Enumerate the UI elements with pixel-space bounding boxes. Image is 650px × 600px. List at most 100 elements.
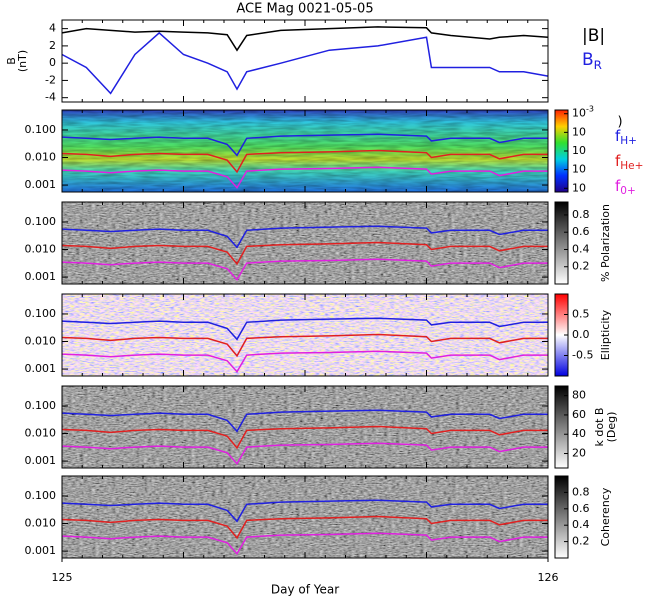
spectrogram-bg (62, 294, 548, 376)
y-tick-label: 0.010 (25, 151, 57, 164)
y-axis-label: (nT) (16, 50, 29, 72)
y-tick-label: 0 (49, 56, 56, 69)
panel-frame (61, 385, 549, 469)
y-tick-label: 0.100 (25, 399, 57, 412)
colorbar-label: % Polarization (599, 204, 612, 282)
chart-title: ACE Mag 0021-05-05 (236, 2, 373, 17)
y-tick-label: 0.100 (25, 307, 57, 320)
colorbar-label: k dot B (593, 408, 606, 447)
y-tick-label: 0.001 (25, 270, 57, 283)
legend-entry: fHe+ (615, 152, 643, 173)
legend-subscript: 0+ (620, 185, 635, 197)
y-tick-label: 0.010 (25, 335, 57, 348)
spectrogram-bg (62, 476, 548, 558)
colorbar-tick-label: 0.8 (572, 208, 590, 221)
legend-name: f (615, 152, 621, 170)
colorbar-tick-label: 0.5 (572, 308, 590, 321)
panel-frame (61, 109, 549, 193)
series-line (61, 350, 548, 373)
series-line (61, 317, 548, 341)
legend-name: f (615, 127, 621, 145)
colorbar-tick-label: 0.4 (572, 518, 590, 531)
spectrogram-texture (62, 110, 548, 192)
legend-entry: |B| (582, 26, 605, 46)
panel-frame (61, 475, 549, 559)
colorbar-tick-exponent: -3 (586, 104, 594, 113)
colorbar-tick-text: 0.4 (572, 518, 590, 531)
colorbar-tick-text: 20 (572, 447, 586, 460)
series-line (61, 515, 548, 540)
y-tick-label: 0.010 (25, 243, 57, 256)
series-line (61, 166, 548, 189)
y-tick-label: 0.001 (25, 454, 57, 467)
y-tick-label: 2 (49, 39, 56, 52)
colorbar-tick-text: 10 (572, 181, 586, 194)
colorbar-tick-text: 0.6 (572, 502, 590, 515)
colorbar-tick-text: -0.5 (572, 349, 593, 362)
colorbar-tick-text: 10 (572, 144, 586, 157)
legend-subscript: He+ (620, 160, 643, 172)
series-line (61, 149, 548, 174)
spectrogram-bg (62, 202, 548, 284)
colorbar-tick-label: 10 (572, 181, 586, 194)
colorbar (554, 385, 569, 469)
colorbar-tick-label: 20 (572, 447, 586, 460)
spectrogram-bg (62, 386, 548, 468)
legend-entry: fH+ (615, 127, 637, 148)
y-tick-label: 0.010 (25, 427, 57, 440)
colorbar-tick-text: 80 (572, 389, 586, 402)
colorbar-tick-text: 10 (572, 163, 586, 176)
y-tick-label: 0.010 (25, 517, 57, 530)
legend-name: |B| (582, 26, 605, 46)
colorbar-tick-label: 60 (572, 408, 586, 421)
y-tick-label: 0.001 (25, 362, 57, 375)
series-line (61, 225, 548, 249)
y-tick-label: 0.001 (25, 178, 57, 191)
colorbar-tick-label: 0.4 (572, 242, 590, 255)
legend-name: f (615, 177, 621, 195)
legend-subscript: H+ (620, 135, 637, 147)
legend-subscript: R (594, 58, 602, 72)
y-axis-label: B (5, 57, 18, 65)
y-tick-label: -4 (45, 91, 56, 104)
colorbar-tick-text: 10 (572, 125, 586, 138)
x-axis-label: Day of Year (271, 583, 339, 597)
series-line (61, 532, 548, 555)
x-tick-label: 125 (52, 571, 73, 584)
colorbar-label: Ellipticity (599, 309, 612, 360)
colorbar-tick-label: 40 (572, 427, 586, 440)
colorbar-tick-text: 60 (572, 408, 586, 421)
series-line (61, 133, 548, 157)
x-tick-label: 126 (538, 571, 559, 584)
legend-entry: f0+ (615, 177, 636, 198)
colorbar-tick-text: 0.6 (572, 225, 590, 238)
colorbar-label: (Deg) (605, 412, 618, 443)
panel-frame (61, 293, 549, 377)
colorbar (554, 475, 569, 559)
series-line (61, 241, 548, 266)
y-tick-label: 0.100 (25, 123, 57, 136)
series-line (61, 425, 548, 450)
colorbar-tick-text: 0.4 (572, 242, 590, 255)
legend-name: B (582, 50, 594, 70)
colorbar-tick-text: 0.5 (572, 308, 590, 321)
legend-entry: BR (582, 50, 602, 72)
series-line (61, 442, 548, 465)
colorbar-label: Coherency (599, 487, 612, 546)
y-tick-label: 0.100 (25, 489, 57, 502)
colorbar-tick-label: 10 (572, 163, 586, 176)
colorbar-tick-text: 0.8 (572, 485, 590, 498)
colorbar-tick-label: 10 (572, 144, 586, 157)
colorbar-tick-label: 10 (572, 125, 586, 138)
colorbar-tick-label: 0.2 (572, 535, 590, 548)
colorbar-tick-text: 0.0 (572, 328, 590, 341)
series-line (61, 258, 548, 281)
colorbar-tick-label: -0.5 (572, 349, 593, 362)
colorbar-tick-label: 80 (572, 389, 586, 402)
colorbar-tick-label: 0.2 (572, 260, 590, 273)
colorbar-tick-text: 40 (572, 427, 586, 440)
series-line (61, 333, 548, 358)
series-line (61, 31, 549, 95)
colorbar-label: ) (617, 115, 622, 130)
